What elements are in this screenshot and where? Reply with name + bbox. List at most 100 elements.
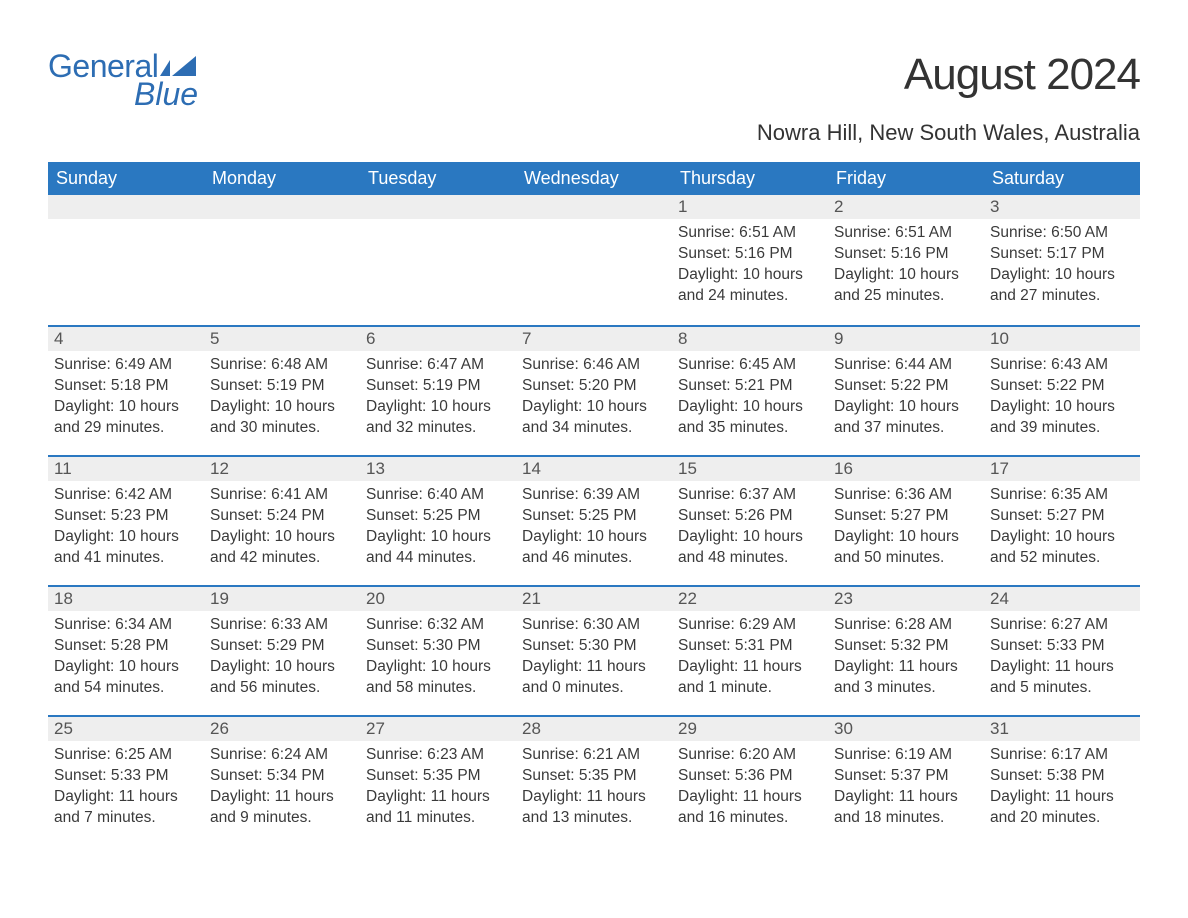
calendar-row: 1Sunrise: 6:51 AMSunset: 5:16 PMDaylight…: [48, 195, 1140, 325]
location-subtitle: Nowra Hill, New South Wales, Australia: [757, 120, 1140, 146]
day-details: Sunrise: 6:49 AMSunset: 5:18 PMDaylight:…: [48, 351, 204, 447]
sunset-line: Sunset: 5:20 PM: [522, 376, 666, 397]
sunrise-line: Sunrise: 6:17 AM: [990, 745, 1134, 766]
day-details: Sunrise: 6:51 AMSunset: 5:16 PMDaylight:…: [828, 219, 984, 315]
sunrise-line: Sunrise: 6:21 AM: [522, 745, 666, 766]
sunset-line: Sunset: 5:32 PM: [834, 636, 978, 657]
sunset-line: Sunset: 5:33 PM: [990, 636, 1134, 657]
sunrise-line: Sunrise: 6:35 AM: [990, 485, 1134, 506]
calendar-cell: 3Sunrise: 6:50 AMSunset: 5:17 PMDaylight…: [984, 195, 1140, 325]
daylight-line: Daylight: 10 hours and 48 minutes.: [678, 527, 822, 569]
day-number: 19: [204, 585, 360, 611]
daylight-line: Daylight: 11 hours and 7 minutes.: [54, 787, 198, 829]
weekday-header: Saturday: [984, 162, 1140, 195]
sunrise-line: Sunrise: 6:41 AM: [210, 485, 354, 506]
day-number: 18: [48, 585, 204, 611]
day-details: Sunrise: 6:21 AMSunset: 5:35 PMDaylight:…: [516, 741, 672, 837]
daylight-line: Daylight: 11 hours and 11 minutes.: [366, 787, 510, 829]
empty-day-bar: [360, 195, 516, 219]
sunset-line: Sunset: 5:26 PM: [678, 506, 822, 527]
day-number: 15: [672, 455, 828, 481]
day-number: 31: [984, 715, 1140, 741]
day-details: Sunrise: 6:50 AMSunset: 5:17 PMDaylight:…: [984, 219, 1140, 315]
empty-day-bar: [204, 195, 360, 219]
day-details: Sunrise: 6:51 AMSunset: 5:16 PMDaylight:…: [672, 219, 828, 315]
day-number: 14: [516, 455, 672, 481]
calendar-row: 25Sunrise: 6:25 AMSunset: 5:33 PMDayligh…: [48, 715, 1140, 845]
day-details: Sunrise: 6:33 AMSunset: 5:29 PMDaylight:…: [204, 611, 360, 707]
sunrise-line: Sunrise: 6:51 AM: [678, 223, 822, 244]
day-details: Sunrise: 6:41 AMSunset: 5:24 PMDaylight:…: [204, 481, 360, 577]
daylight-line: Daylight: 10 hours and 32 minutes.: [366, 397, 510, 439]
day-details: Sunrise: 6:30 AMSunset: 5:30 PMDaylight:…: [516, 611, 672, 707]
day-details: Sunrise: 6:19 AMSunset: 5:37 PMDaylight:…: [828, 741, 984, 837]
sunset-line: Sunset: 5:30 PM: [366, 636, 510, 657]
weekday-header: Tuesday: [360, 162, 516, 195]
daylight-line: Daylight: 11 hours and 9 minutes.: [210, 787, 354, 829]
sunset-line: Sunset: 5:19 PM: [210, 376, 354, 397]
sunrise-line: Sunrise: 6:40 AM: [366, 485, 510, 506]
daylight-line: Daylight: 10 hours and 34 minutes.: [522, 397, 666, 439]
sunrise-line: Sunrise: 6:47 AM: [366, 355, 510, 376]
daylight-line: Daylight: 11 hours and 18 minutes.: [834, 787, 978, 829]
calendar-cell: 28Sunrise: 6:21 AMSunset: 5:35 PMDayligh…: [516, 715, 672, 845]
weekday-header: Wednesday: [516, 162, 672, 195]
sunrise-line: Sunrise: 6:33 AM: [210, 615, 354, 636]
sunset-line: Sunset: 5:27 PM: [990, 506, 1134, 527]
daylight-line: Daylight: 10 hours and 50 minutes.: [834, 527, 978, 569]
sunset-line: Sunset: 5:30 PM: [522, 636, 666, 657]
calendar-table: SundayMondayTuesdayWednesdayThursdayFrid…: [48, 162, 1140, 845]
weekday-header-row: SundayMondayTuesdayWednesdayThursdayFrid…: [48, 162, 1140, 195]
empty-day-bar: [516, 195, 672, 219]
sunrise-line: Sunrise: 6:49 AM: [54, 355, 198, 376]
day-details: Sunrise: 6:48 AMSunset: 5:19 PMDaylight:…: [204, 351, 360, 447]
day-number: 23: [828, 585, 984, 611]
flag-icon: [160, 56, 196, 76]
calendar-cell: 27Sunrise: 6:23 AMSunset: 5:35 PMDayligh…: [360, 715, 516, 845]
sunrise-line: Sunrise: 6:20 AM: [678, 745, 822, 766]
sunrise-line: Sunrise: 6:34 AM: [54, 615, 198, 636]
calendar-cell: 19Sunrise: 6:33 AMSunset: 5:29 PMDayligh…: [204, 585, 360, 715]
daylight-line: Daylight: 10 hours and 44 minutes.: [366, 527, 510, 569]
daylight-line: Daylight: 11 hours and 20 minutes.: [990, 787, 1134, 829]
daylight-line: Daylight: 10 hours and 39 minutes.: [990, 397, 1134, 439]
weekday-header: Sunday: [48, 162, 204, 195]
daylight-line: Daylight: 10 hours and 54 minutes.: [54, 657, 198, 699]
calendar-row: 11Sunrise: 6:42 AMSunset: 5:23 PMDayligh…: [48, 455, 1140, 585]
day-number: 2: [828, 195, 984, 219]
sunrise-line: Sunrise: 6:51 AM: [834, 223, 978, 244]
day-number: 27: [360, 715, 516, 741]
sunrise-line: Sunrise: 6:27 AM: [990, 615, 1134, 636]
sunrise-line: Sunrise: 6:37 AM: [678, 485, 822, 506]
sunset-line: Sunset: 5:22 PM: [834, 376, 978, 397]
sunset-line: Sunset: 5:28 PM: [54, 636, 198, 657]
calendar-cell: 22Sunrise: 6:29 AMSunset: 5:31 PMDayligh…: [672, 585, 828, 715]
sunset-line: Sunset: 5:27 PM: [834, 506, 978, 527]
sunset-line: Sunset: 5:35 PM: [366, 766, 510, 787]
calendar-cell: 12Sunrise: 6:41 AMSunset: 5:24 PMDayligh…: [204, 455, 360, 585]
brand-name-part2: Blue: [134, 78, 198, 110]
day-details: Sunrise: 6:47 AMSunset: 5:19 PMDaylight:…: [360, 351, 516, 447]
calendar-cell: 17Sunrise: 6:35 AMSunset: 5:27 PMDayligh…: [984, 455, 1140, 585]
calendar-cell: 13Sunrise: 6:40 AMSunset: 5:25 PMDayligh…: [360, 455, 516, 585]
calendar-cell: [360, 195, 516, 325]
day-number: 17: [984, 455, 1140, 481]
daylight-line: Daylight: 11 hours and 5 minutes.: [990, 657, 1134, 699]
sunrise-line: Sunrise: 6:23 AM: [366, 745, 510, 766]
sunrise-line: Sunrise: 6:28 AM: [834, 615, 978, 636]
brand-logo: General Blue: [48, 50, 198, 110]
day-details: Sunrise: 6:20 AMSunset: 5:36 PMDaylight:…: [672, 741, 828, 837]
day-details: Sunrise: 6:23 AMSunset: 5:35 PMDaylight:…: [360, 741, 516, 837]
day-details: Sunrise: 6:25 AMSunset: 5:33 PMDaylight:…: [48, 741, 204, 837]
title-block: August 2024 Nowra Hill, New South Wales,…: [757, 50, 1140, 156]
weekday-header: Thursday: [672, 162, 828, 195]
sunset-line: Sunset: 5:29 PM: [210, 636, 354, 657]
day-number: 30: [828, 715, 984, 741]
calendar-cell: 31Sunrise: 6:17 AMSunset: 5:38 PMDayligh…: [984, 715, 1140, 845]
daylight-line: Daylight: 10 hours and 30 minutes.: [210, 397, 354, 439]
daylight-line: Daylight: 10 hours and 58 minutes.: [366, 657, 510, 699]
sunrise-line: Sunrise: 6:36 AM: [834, 485, 978, 506]
daylight-line: Daylight: 10 hours and 27 minutes.: [990, 265, 1134, 307]
calendar-cell: 11Sunrise: 6:42 AMSunset: 5:23 PMDayligh…: [48, 455, 204, 585]
daylight-line: Daylight: 10 hours and 35 minutes.: [678, 397, 822, 439]
